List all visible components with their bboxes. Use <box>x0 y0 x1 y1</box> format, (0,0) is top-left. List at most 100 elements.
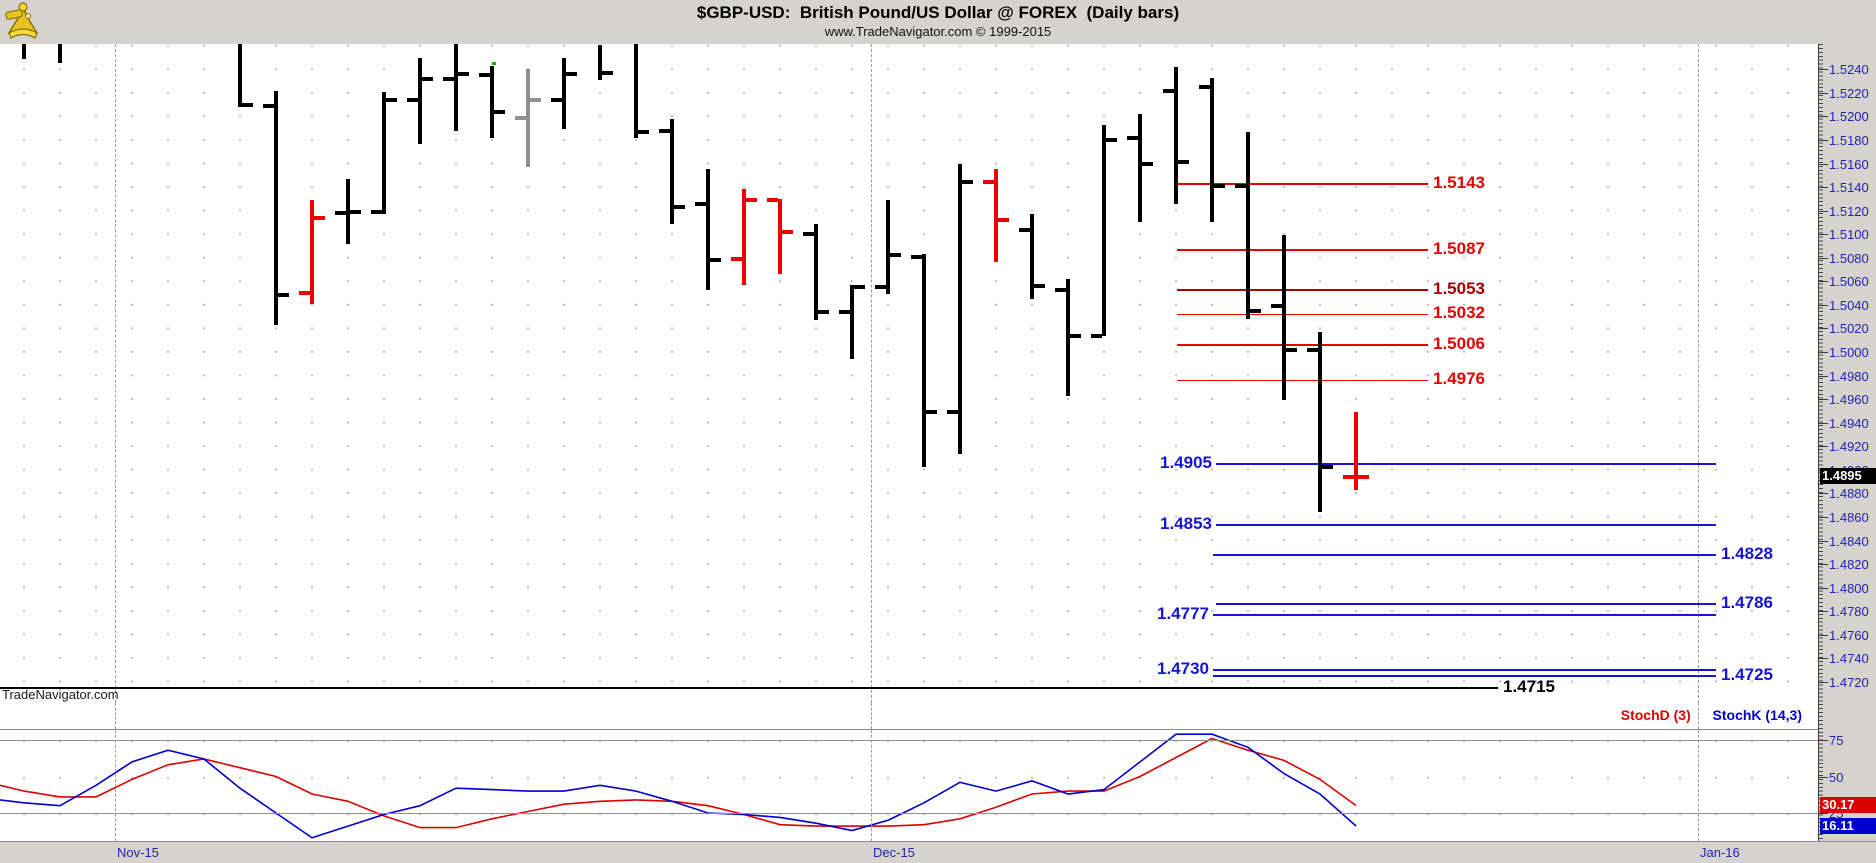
price-axis-tick <box>1819 611 1828 613</box>
ohlc-bar <box>958 163 962 455</box>
support-line-label: 1.4725 <box>1721 664 1773 684</box>
ohlc-open-tick <box>1163 88 1174 93</box>
key-level-label: 1.4715 <box>1503 676 1555 696</box>
price-axis-label: 1.4980 <box>1829 368 1869 384</box>
price-axis-label: 1.4800 <box>1829 580 1869 596</box>
ohlc-close-tick <box>1358 474 1369 479</box>
support-line-label: 1.4828 <box>1721 543 1773 563</box>
resistance-line <box>1177 183 1428 185</box>
price-axis-label: 1.5140 <box>1829 180 1869 196</box>
month-gridline <box>871 44 872 703</box>
support-line-label: 1.4905 <box>1160 452 1212 472</box>
stoch-gridline <box>0 740 1818 741</box>
price-axis-tick <box>1819 516 1828 518</box>
ohlc-open-tick <box>1271 304 1282 309</box>
ohlc-close-tick <box>242 102 253 107</box>
ohlc-open-tick <box>1127 135 1138 140</box>
price-axis-tick <box>1819 139 1828 141</box>
ohlc-close-tick <box>278 293 289 298</box>
ohlc-bar <box>1102 124 1106 336</box>
ohlc-close-tick <box>314 215 325 220</box>
ohlc-open-tick <box>407 97 418 102</box>
ohlc-open-tick <box>1307 347 1318 352</box>
ohlc-open-tick <box>1235 183 1246 188</box>
support-line-label: 1.4730 <box>1157 659 1209 679</box>
ohlc-close-tick <box>1286 347 1297 352</box>
price-axis-tick <box>1819 281 1828 283</box>
price-axis-label: 1.4760 <box>1829 627 1869 643</box>
price-axis: 1.5240 1.5220 1.5200 1.5180 1.5160 1.5140 1.51… <box>1818 44 1876 841</box>
month-gridline <box>115 730 116 841</box>
ohlc-open-tick <box>335 211 346 216</box>
ohlc-close-tick <box>530 97 541 102</box>
ohlc-bar <box>526 69 530 168</box>
ohlc-bar <box>1174 66 1178 204</box>
month-gridline <box>871 730 872 841</box>
price-axis-tick <box>1819 69 1828 71</box>
support-line <box>1216 603 1716 606</box>
price-axis-tick <box>1819 257 1828 259</box>
price-axis-tick <box>1819 187 1828 189</box>
ohlc-close-tick <box>1322 465 1333 470</box>
panel-separator-strip: StochD (3) StochK (14,3) <box>0 703 1818 730</box>
ohlc-close-tick <box>494 109 505 114</box>
ohlc-bar <box>670 118 674 224</box>
stochastic-curves <box>0 733 1357 839</box>
ohlc-close-tick <box>1034 284 1045 289</box>
price-axis-tick <box>1819 658 1828 660</box>
ohlc-bar <box>742 189 746 285</box>
price-axis-minor-ticks <box>1819 44 1823 841</box>
price-axis-tick <box>1819 375 1828 377</box>
resistance-line-label: 1.5087 <box>1433 238 1485 258</box>
ohlc-bar <box>22 44 26 59</box>
ohlc-close-tick <box>782 229 793 234</box>
ohlc-bar <box>1318 331 1322 513</box>
price-axis-tick <box>1819 493 1828 495</box>
price-axis-label: 1.4840 <box>1829 533 1869 549</box>
resistance-line-label: 1.4976 <box>1433 369 1485 389</box>
ohlc-open-tick <box>695 201 706 206</box>
ohlc-bar <box>886 200 890 295</box>
resistance-line <box>1177 289 1428 291</box>
resistance-line-label: 1.5006 <box>1433 333 1485 353</box>
ohlc-open-tick <box>947 410 958 415</box>
stoch-axis-label: 75 <box>1829 733 1844 748</box>
ohlc-bar <box>1210 77 1214 223</box>
ohlc-bar <box>454 44 458 131</box>
stochk-value-box: 16.11 <box>1820 817 1876 834</box>
resistance-line <box>1177 379 1428 382</box>
ohlc-bar <box>490 65 494 138</box>
price-axis-tick <box>1819 634 1828 636</box>
price-axis-tick <box>1819 304 1828 306</box>
ohlc-bar <box>598 44 602 80</box>
watermark-text: TradeNavigator.com <box>2 687 119 702</box>
price-axis-label: 1.4740 <box>1829 651 1869 667</box>
chart-title: $GBP-USD: British Pound/US Dollar @ FORE… <box>696 3 1180 22</box>
ohlc-close-tick <box>566 72 577 76</box>
ohlc-close-tick <box>350 209 361 214</box>
ohlc-bar <box>634 44 638 138</box>
month-gridline <box>871 703 872 729</box>
ohlc-open-tick <box>839 309 850 314</box>
month-gridline <box>1698 703 1699 729</box>
month-gridline <box>115 44 116 703</box>
stoch-gridline <box>0 813 1818 814</box>
price-axis-label: 1.5000 <box>1829 345 1869 361</box>
ohlc-bar <box>562 57 566 130</box>
ohlc-bar <box>1246 131 1250 320</box>
ohlc-open-tick <box>911 254 922 259</box>
price-axis-label: 1.4780 <box>1829 604 1869 620</box>
ohlc-close-tick <box>602 70 613 75</box>
price-axis-tick <box>1819 163 1828 165</box>
resistance-line <box>1177 249 1428 251</box>
ohlc-bar <box>814 223 818 321</box>
ohlc-open-tick <box>1343 474 1354 479</box>
month-gridline <box>1698 730 1699 841</box>
ohlc-close-tick <box>1214 183 1225 188</box>
stochd-value-box: 30.17 <box>1820 797 1876 814</box>
ohlc-open-tick <box>803 232 814 237</box>
ohlc-open-tick <box>983 180 994 185</box>
price-axis-tick <box>1819 116 1828 118</box>
current-price-box: 1.4895 <box>1820 467 1876 484</box>
